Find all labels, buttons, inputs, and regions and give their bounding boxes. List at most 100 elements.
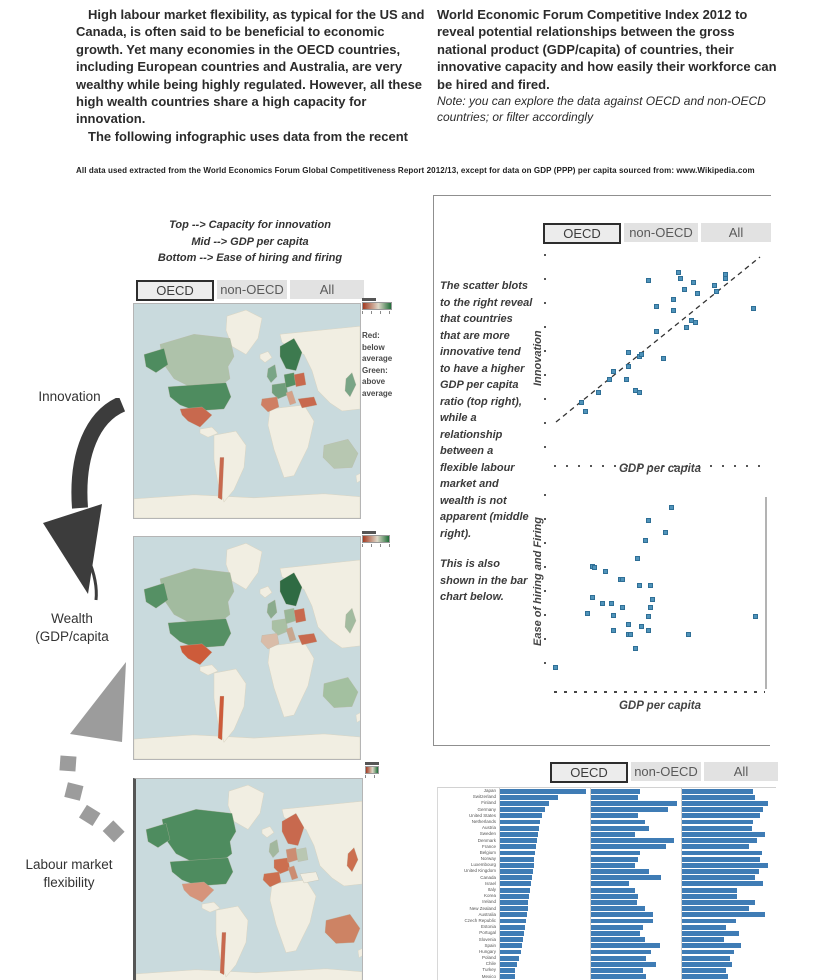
bar xyxy=(591,881,629,887)
bar xyxy=(682,794,756,800)
bar xyxy=(682,955,730,961)
bar-cell xyxy=(681,831,770,838)
bar-cell xyxy=(499,868,586,875)
map-tab-all[interactable]: All xyxy=(290,280,364,299)
scatter2-hiring-vs-gdp[interactable] xyxy=(544,492,767,693)
bar xyxy=(682,875,756,881)
bar-cell xyxy=(499,812,586,819)
bar-cell xyxy=(681,942,770,949)
scatter-point xyxy=(671,297,677,303)
bar-row-country-label: France xyxy=(481,843,496,849)
bar-cell xyxy=(499,874,586,881)
scatter-point xyxy=(645,278,651,284)
bar-cell xyxy=(590,911,677,918)
map-ease-of-hiring-firing[interactable] xyxy=(133,778,363,980)
bar-row: Norway xyxy=(438,856,776,863)
bar-row-country-label: Poland xyxy=(481,955,496,961)
map-key-mid: Mid --> GDP per capita xyxy=(191,235,309,248)
map-capacity-for-innovation[interactable] xyxy=(133,303,361,519)
bar-row-country-label: Israel xyxy=(484,880,496,886)
bar xyxy=(682,961,733,967)
dashed-arrow-down-icon xyxy=(59,662,126,843)
bar-cell xyxy=(681,899,770,906)
bar xyxy=(500,887,531,893)
scatter-point xyxy=(632,645,638,651)
bar xyxy=(500,825,539,831)
bar-tab-non-oecd[interactable]: non-OECD xyxy=(631,762,701,781)
map-gdp-per-capita[interactable] xyxy=(133,536,361,760)
wealth-line1: Wealth xyxy=(51,611,93,626)
intro-right-column: World Economic Forum Competitive Index 2… xyxy=(437,6,782,125)
scatter-description: The scatter blots to the right reveal th… xyxy=(440,278,534,620)
bar-cell xyxy=(681,955,770,962)
scatter-point xyxy=(624,377,630,382)
bar xyxy=(500,807,545,813)
bar xyxy=(682,893,738,899)
scatter-point xyxy=(750,305,756,311)
map-tab-oecd[interactable]: OECD xyxy=(136,280,214,301)
map-tab-non-oecd[interactable]: non-OECD xyxy=(217,280,287,299)
bar xyxy=(500,900,529,905)
scatter-point xyxy=(578,400,584,406)
bar-cell xyxy=(499,849,586,857)
bar-row-country-label: Slovenia xyxy=(478,936,496,942)
flow-label-labour-market: Labour market flexibility xyxy=(14,856,124,892)
map-key-top: Top --> Capacity for innovation xyxy=(169,219,331,231)
bar-tab-all[interactable]: All xyxy=(704,762,778,781)
scatter-point xyxy=(677,276,683,282)
bar xyxy=(682,949,734,955)
color-scale-caption xyxy=(362,531,376,534)
bar xyxy=(682,807,763,813)
scatter-point xyxy=(617,577,623,583)
bar-row: Mexico xyxy=(438,973,776,980)
bar-cell xyxy=(499,794,586,801)
scatter-point xyxy=(589,563,595,569)
bar-row: Estonia xyxy=(438,924,776,931)
intro-paragraph-1: High labour market flexibility, as typic… xyxy=(76,7,425,127)
bar xyxy=(591,875,661,881)
bar xyxy=(591,961,657,967)
bar xyxy=(500,906,528,912)
scatter1-y-ticks xyxy=(544,254,546,460)
bar-row: Portugal xyxy=(438,930,776,937)
bar-row: New Zealand xyxy=(438,905,776,912)
red-green-gradient xyxy=(362,302,392,310)
map-key-bottom: Bottom --> Ease of hiring and firing xyxy=(157,252,343,264)
bar-cell xyxy=(590,831,677,838)
bar-row: Canada xyxy=(438,874,776,881)
scatter-tab-oecd[interactable]: OECD xyxy=(543,223,621,244)
bar-cell xyxy=(681,874,770,881)
bar xyxy=(591,887,635,893)
scatter2-x-ticks xyxy=(554,691,765,693)
bar xyxy=(591,943,660,949)
bar xyxy=(591,788,641,794)
bar-tab-oecd[interactable]: OECD xyxy=(550,762,628,783)
scatter-tab-non-oecd[interactable]: non-OECD xyxy=(624,223,698,242)
scatter1-y-axis-label: Innovation xyxy=(532,330,544,386)
bar xyxy=(591,831,635,837)
bar-cell xyxy=(590,973,677,980)
bar xyxy=(591,825,650,831)
bar-cell xyxy=(499,806,586,813)
bar-cell xyxy=(590,924,677,931)
bar-cell xyxy=(590,862,677,869)
bar-row: France xyxy=(438,843,776,850)
scatter-tab-all[interactable]: All xyxy=(701,223,771,242)
legend-green-label: Green: xyxy=(362,365,388,375)
scatter-point xyxy=(639,624,645,630)
bar xyxy=(682,869,759,874)
bar-cell xyxy=(499,818,586,826)
bar-cell xyxy=(499,887,586,894)
scatter-point xyxy=(723,276,728,282)
color-scale-ticks xyxy=(362,544,390,547)
bar-chart[interactable]: Japan Switzerland Finland Germany United Sta… xyxy=(437,787,776,980)
scatter-point xyxy=(626,349,632,355)
bar xyxy=(591,850,641,856)
scatter1-innovation-vs-gdp[interactable] xyxy=(544,252,767,467)
labour-line1: Labour market xyxy=(25,857,113,872)
bar xyxy=(682,943,741,949)
bar-cell xyxy=(499,800,586,807)
scatter-point xyxy=(619,577,625,583)
scatter-point xyxy=(591,565,597,571)
scatter-description-p1: The scatter blots to the right reveal th… xyxy=(440,280,533,540)
